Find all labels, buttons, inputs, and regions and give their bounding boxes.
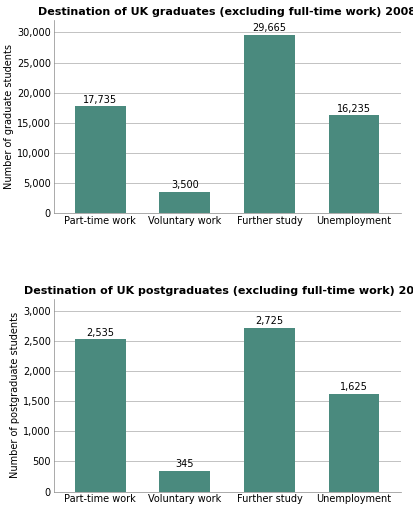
Bar bbox=[75, 339, 126, 492]
Bar bbox=[159, 471, 210, 492]
Bar bbox=[244, 34, 295, 213]
Bar bbox=[329, 394, 380, 492]
Text: 2,725: 2,725 bbox=[255, 316, 283, 326]
Text: 17,735: 17,735 bbox=[83, 95, 117, 104]
Text: 29,665: 29,665 bbox=[252, 23, 287, 33]
Bar bbox=[159, 191, 210, 213]
Y-axis label: Number of postgraduate students: Number of postgraduate students bbox=[10, 312, 20, 478]
Bar bbox=[75, 106, 126, 213]
Y-axis label: Number of graduate students: Number of graduate students bbox=[4, 44, 14, 189]
Text: 2,535: 2,535 bbox=[86, 328, 114, 338]
Text: 1,625: 1,625 bbox=[340, 382, 368, 392]
Bar bbox=[329, 115, 380, 213]
Title: Destination of UK graduates (excluding full-time work) 2008: Destination of UK graduates (excluding f… bbox=[38, 7, 413, 17]
Text: 3,500: 3,500 bbox=[171, 180, 199, 190]
Bar bbox=[244, 328, 295, 492]
Text: 345: 345 bbox=[176, 459, 194, 470]
Text: 16,235: 16,235 bbox=[337, 104, 371, 114]
Title: Destination of UK postgraduates (excluding full-time work) 2008: Destination of UK postgraduates (excludi… bbox=[24, 286, 413, 296]
